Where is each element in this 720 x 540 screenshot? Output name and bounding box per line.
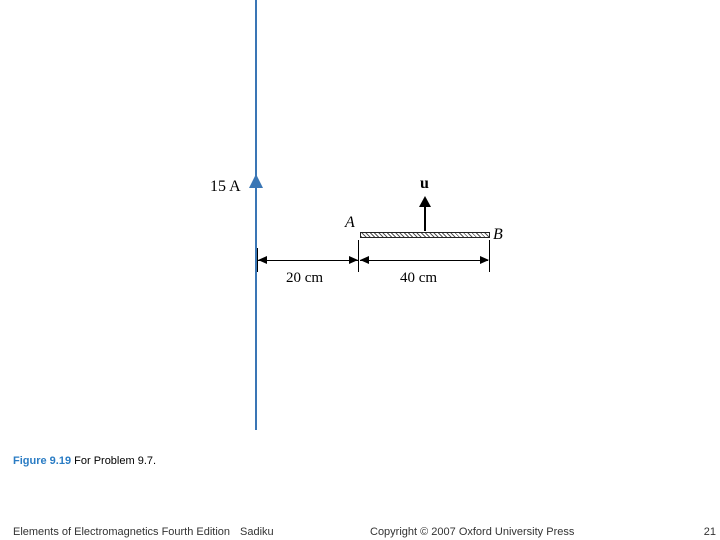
velocity-arrow-icon [419,196,431,207]
figure-caption-text: For Problem 9.7. [71,455,156,467]
velocity-arrow-stem [424,203,426,231]
velocity-label: u [420,175,429,193]
arrow-left-icon [360,256,369,264]
figure-diagram: 15 A A B u 20 cm 40 cm [190,0,530,430]
dimension-line-2 [360,260,488,261]
current-wire [255,0,257,430]
dim-tick [489,240,490,272]
dimension-line-1 [258,260,358,261]
figure-caption: Figure 9.19 For Problem 9.7. [13,455,156,467]
dim-tick [358,240,359,272]
point-a-label: A [345,214,355,232]
arrow-left-icon [258,256,267,264]
arrow-right-icon [480,256,489,264]
arrow-right-icon [349,256,358,264]
point-b-label: B [493,226,503,244]
dimension-1-label: 20 cm [286,270,323,287]
footer-author: Sadiku [240,526,274,538]
footer-page-number: 21 [704,526,716,538]
current-arrow-icon [249,174,263,188]
footer-book-title: Elements of Electromagnetics Fourth Edit… [13,526,230,538]
rod-ab [360,232,490,238]
dimension-2-label: 40 cm [400,270,437,287]
current-label: 15 A [210,178,241,196]
footer-copyright: Copyright © 2007 Oxford University Press [370,526,574,538]
figure-number: Figure 9.19 [13,455,71,467]
